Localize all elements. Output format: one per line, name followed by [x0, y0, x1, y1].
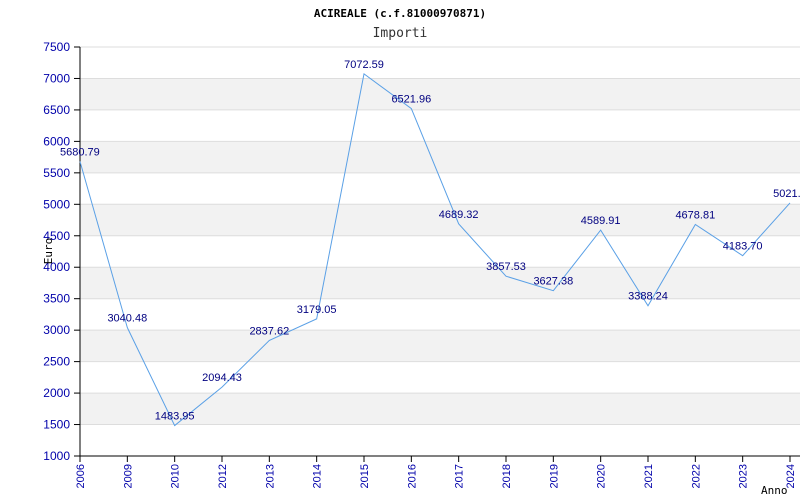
x-tick-label: 2013 [264, 464, 276, 488]
y-axis-label: Euro [42, 238, 55, 265]
grid-band [80, 47, 800, 79]
grid-band [80, 78, 800, 110]
x-axis-label: Anno [761, 484, 788, 497]
grid-band [80, 298, 800, 331]
data-label: 4589.91 [581, 215, 621, 227]
data-label: 2094.43 [202, 372, 242, 384]
grid-band [80, 235, 800, 268]
grid-bands [80, 47, 800, 456]
y-tick-label: 6000 [43, 134, 70, 148]
y-tick-label: 5500 [43, 166, 70, 180]
grid-band [80, 424, 800, 456]
grid-band [80, 393, 800, 425]
data-label: 4689.32 [439, 209, 479, 221]
x-tick-label: 2021 [643, 464, 655, 488]
y-tick-label: 5000 [43, 197, 70, 211]
chart-subtitle: Importi [373, 26, 428, 41]
y-tick-label: 7000 [43, 71, 70, 85]
data-label: 5680.79 [60, 146, 100, 158]
x-tick-label: 2022 [690, 464, 702, 488]
x-tick-label: 2009 [122, 464, 134, 488]
y-tick-label: 2000 [43, 386, 70, 400]
x-tick-label: 2012 [217, 464, 229, 488]
chart-title: ACIREALE (c.f.81000970871) [314, 7, 486, 20]
grid-band [80, 361, 800, 394]
grid-band [80, 330, 800, 362]
data-label: 3388.24 [628, 291, 668, 303]
x-tick-label: 2024 [785, 464, 797, 488]
y-axis-ticks: 1000 1500 2000 2500 3000 3500 4000 4500 5000 5500… [43, 40, 80, 463]
x-tick-label: 2016 [406, 464, 418, 488]
grid-band [80, 109, 800, 142]
grid-band [80, 267, 800, 299]
y-tick-label: 2500 [43, 355, 70, 369]
data-label: 3040.48 [107, 313, 147, 325]
data-label: 6521.96 [391, 94, 431, 106]
data-label: 4678.81 [675, 210, 715, 222]
x-tick-label: 2006 [75, 464, 87, 488]
y-tick-label: 3000 [43, 323, 70, 337]
x-tick-label: 2015 [359, 464, 371, 488]
y-tick-label: 3500 [43, 292, 70, 306]
y-tick-label: 4500 [43, 229, 70, 243]
x-axis-ticks: 2006 2009 2010 2012 2013 2014 2015 2016 2017 2018… [75, 456, 797, 488]
series-line [79, 73, 791, 427]
x-tick-label: 2018 [501, 464, 513, 488]
data-label: 1483.95 [155, 411, 195, 423]
x-tick-label: 2010 [170, 464, 182, 488]
y-tick-label: 6500 [43, 103, 70, 117]
data-label: 3627.38 [533, 276, 573, 288]
x-tick-label: 2017 [454, 464, 466, 488]
data-label: 2837.62 [249, 325, 289, 337]
grid-band [80, 204, 800, 236]
x-tick-label: 2014 [312, 464, 324, 488]
y-tick-label: 1000 [43, 449, 70, 463]
data-label: 3179.05 [297, 304, 337, 316]
x-tick-label: 2023 [738, 464, 750, 488]
data-label: 7072.59 [344, 59, 384, 71]
grid-band [80, 141, 800, 173]
y-tick-label: 1500 [43, 418, 70, 432]
data-label: 4183.70 [723, 241, 763, 253]
data-label: 3857.53 [486, 261, 526, 273]
x-tick-label: 2019 [548, 464, 560, 488]
grid-lines [80, 46, 800, 457]
data-labels: 5680.79 3040.48 1483.95 2094.43 2837.62 3179.… [60, 59, 800, 423]
data-label: 5021.3 [773, 188, 800, 200]
y-tick-label: 7500 [43, 40, 70, 54]
x-tick-label: 2020 [596, 464, 608, 488]
y-tick-label: 4000 [43, 260, 70, 274]
